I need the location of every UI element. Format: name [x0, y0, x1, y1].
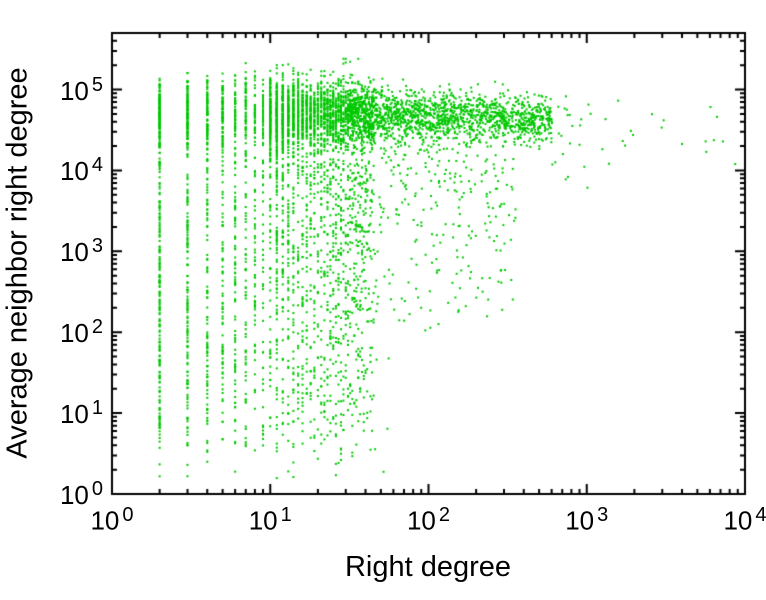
x-axis-label: Right degree — [344, 551, 512, 583]
y-axis-label: Average neighbor right degree — [1, 67, 34, 459]
